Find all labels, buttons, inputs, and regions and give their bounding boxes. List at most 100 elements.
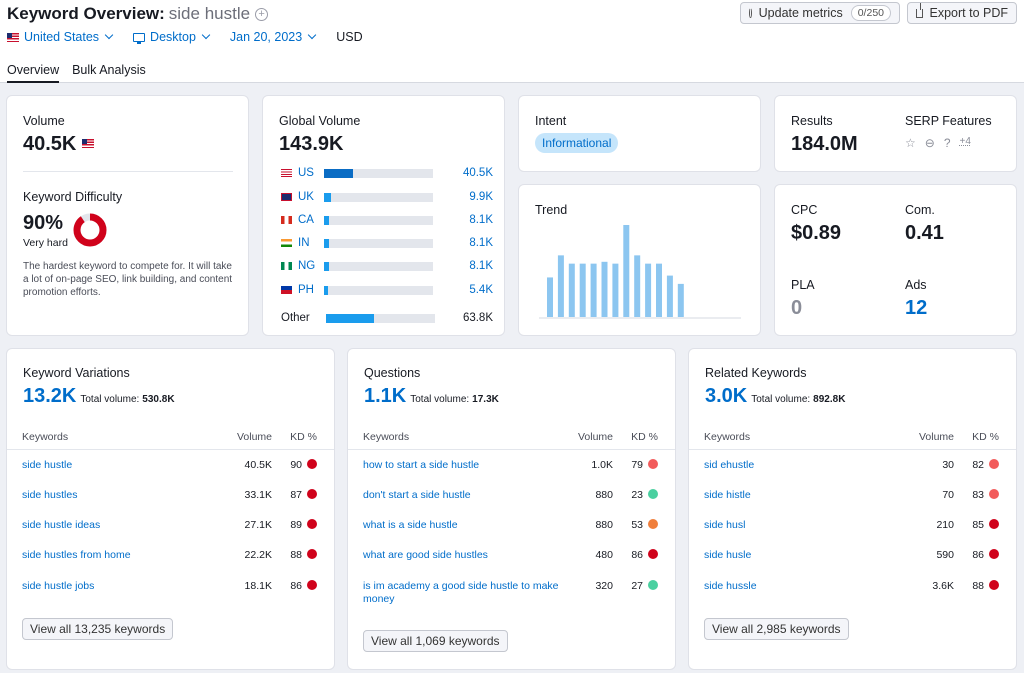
panel-count-value[interactable]: 1.1K [364, 385, 407, 407]
col-volume[interactable]: Volume [918, 431, 954, 443]
keyword-link[interactable]: side hustle [22, 459, 73, 471]
keyword-link[interactable]: side hustles from home [22, 549, 131, 561]
keyword-link[interactable]: is im academy a good side hustle to make… [363, 580, 559, 605]
view-all-button[interactable]: View all 13,235 keywords [22, 618, 174, 640]
trend-bar [666, 275, 673, 317]
view-all-button[interactable]: View all 1,069 keywords [363, 630, 508, 652]
col-volume[interactable]: Volume [236, 431, 272, 443]
keyword-kd: 79 [613, 459, 658, 471]
global-volume-value[interactable]: 40.5K [462, 167, 493, 179]
update-metrics-button[interactable]: Update metrics 0/250 [740, 2, 900, 24]
keyword-link[interactable]: side histle [704, 489, 751, 501]
global-volume-row: PH 5.4K [281, 282, 493, 298]
ads-value[interactable]: 12 [905, 297, 928, 319]
col-keywords: Keywords [704, 431, 751, 443]
keyword-link[interactable]: how to start a side hustle [363, 459, 480, 471]
keyword-link[interactable]: side husle [704, 549, 752, 561]
table-row: side hustle jobs 18.1K 86 [22, 580, 317, 593]
panel-questions: Questions 1.1K Total volume: 17.3K Keywords V… [347, 348, 676, 670]
chevron-down-icon [104, 30, 114, 40]
global-volume-value[interactable]: 8.1K [469, 260, 493, 272]
add-keyword-icon[interactable]: + [255, 8, 269, 21]
panel-total-label: Total volume: [751, 394, 811, 405]
keyword-kd: 86 [272, 580, 317, 592]
export-pdf-button[interactable]: Export to PDF [907, 2, 1017, 24]
keyword-link[interactable]: what are good side hustles [363, 549, 488, 561]
keyword-link[interactable]: side husl [704, 519, 746, 531]
keyword-link[interactable]: sid ehustle [704, 459, 755, 471]
device-value: Desktop [150, 30, 196, 44]
global-volume-country[interactable]: NG [298, 260, 316, 272]
keyword-link[interactable]: don't start a side hustle [363, 489, 471, 501]
global-volume-bar [324, 238, 433, 248]
kd-dot-icon [307, 549, 317, 559]
serp-more[interactable]: +4 [959, 136, 971, 147]
title-keyword: side hustle [168, 4, 251, 23]
col-kd[interactable]: KD % [631, 431, 658, 443]
keyword-kd: 82 [954, 459, 999, 471]
trend-label: Trend [535, 203, 568, 217]
table-header-divider [7, 449, 334, 450]
metrics-card: CPC $0.89 Com. 0.41 PLA 0 Ads 12 [774, 184, 1017, 336]
kd-description: The hardest keyword to compete for. It w… [23, 261, 233, 298]
global-volume-bar [324, 215, 433, 225]
keyword-kd: 23 [613, 489, 658, 501]
serp-features-label: SERP Features [905, 114, 992, 128]
kd-dot-icon [307, 519, 317, 529]
global-volume-country[interactable]: IN [298, 237, 310, 249]
volume-card: Volume 40.5K Keyword Difficulty 90% Very… [6, 95, 249, 336]
table-row: side hustle 40.5K 90 [22, 459, 317, 472]
keyword-link[interactable]: side hustle jobs [22, 580, 95, 592]
panel-count-value[interactable]: 3.0K [705, 385, 748, 407]
results-value: 184.0M [791, 133, 858, 155]
global-volume-row: IN 8.1K [281, 235, 493, 251]
global-volume-country[interactable]: UK [298, 191, 314, 203]
keyword-link[interactable]: side hussle [704, 580, 757, 592]
col-volume[interactable]: Volume [577, 431, 613, 443]
panel-total-value: 530.8K [142, 394, 175, 405]
global-volume-value[interactable]: 9.9K [469, 191, 493, 203]
tab-overview[interactable]: Overview [7, 63, 60, 83]
keyword-kd-value: 23 [631, 489, 643, 501]
global-volume-country[interactable]: US [298, 167, 314, 179]
global-volume-value[interactable]: 8.1K [469, 214, 493, 226]
global-volume-bar-fill [324, 215, 330, 225]
global-volume-country[interactable]: PH [298, 284, 314, 296]
tab-bar: Overview Bulk Analysis [7, 63, 159, 83]
global-volume-value[interactable]: 8.1K [469, 237, 493, 249]
global-volume-value[interactable]: 5.4K [469, 284, 493, 296]
link-icon: ⊖ [924, 136, 935, 150]
kd-dot-icon [307, 489, 317, 499]
chevron-down-icon [307, 30, 317, 40]
update-metrics-label: Update metrics [758, 6, 843, 20]
page-title: Keyword Overview: side hustle + [7, 4, 269, 24]
export-icon [916, 2, 923, 18]
table-header-divider [689, 449, 1016, 450]
panel-count-value[interactable]: 13.2K [23, 385, 77, 407]
panel-count: 1.1K Total volume: 17.3K [364, 385, 499, 408]
keyword-link[interactable]: side hustle ideas [22, 519, 101, 531]
device-select[interactable]: Desktop [133, 30, 211, 44]
panel-total-value: 17.3K [472, 394, 499, 405]
date-select[interactable]: Jan 20, 2023 [230, 30, 317, 44]
keyword-kd: 88 [272, 549, 317, 561]
kd-dot-icon [989, 519, 999, 529]
table-row: what are good side hustles 480 86 [363, 549, 658, 562]
col-kd[interactable]: KD % [972, 431, 999, 443]
keyword-kd: 86 [954, 549, 999, 561]
tab-bulk-analysis[interactable]: Bulk Analysis [72, 63, 146, 77]
keyword-link[interactable]: what is a side hustle [363, 519, 458, 531]
panel-title: Related Keywords [705, 366, 807, 380]
trend-bar [590, 263, 597, 317]
view-all-button[interactable]: View all 2,985 keywords [704, 618, 849, 640]
keyword-kd-value: 86 [972, 549, 984, 561]
keyword-kd-value: 27 [631, 580, 643, 592]
keyword-link[interactable]: side hustles [22, 489, 78, 501]
ng-flag-icon [281, 262, 292, 270]
global-volume-bar-fill [324, 261, 330, 271]
table-header: Keywords Volume KD % [363, 431, 658, 443]
country-select[interactable]: United States [7, 30, 114, 44]
global-volume-country[interactable]: CA [298, 214, 314, 226]
kd-dot-icon [989, 580, 999, 590]
col-kd[interactable]: KD % [290, 431, 317, 443]
